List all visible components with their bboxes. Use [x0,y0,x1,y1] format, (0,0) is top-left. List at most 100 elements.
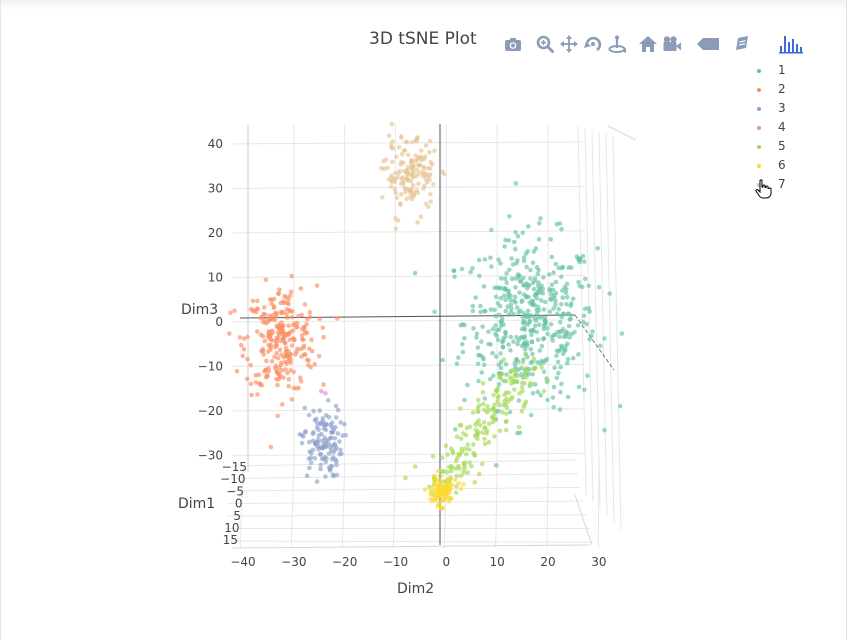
legend-marker-5 [757,145,761,149]
point-series-1-133 [538,298,544,303]
tick-label-dim2-4: 0 [443,555,451,569]
point-series-2-236 [294,324,300,330]
point-series-4-1 [319,389,324,394]
plotly-logo-icon[interactable] [778,34,804,54]
point-series-7-140 [421,164,426,170]
point-series-7-91 [394,195,400,200]
point-series-6-24 [461,482,466,487]
point-series-1-400 [496,382,502,387]
point-series-1-388 [529,339,535,344]
point-series-1-317 [489,264,494,269]
legend-item-3[interactable]: 3 [752,100,812,118]
point-series-1-380 [520,230,525,236]
point-series-2-189 [307,346,312,352]
point-series-1-101 [530,260,536,266]
legend-item-2[interactable]: 2 [752,81,812,99]
point-series-1-95 [508,334,514,340]
point-series-1-353 [553,302,558,308]
tick-label-dim2-7: 30 [591,555,606,569]
camera-default-icon[interactable] [662,34,682,54]
legend-marker-2 [757,88,761,92]
point-series-1-405 [530,351,535,357]
point-series-3-107 [312,456,318,461]
point-series-3-76 [342,421,347,427]
tick-label-dim2-5: 10 [490,555,505,569]
point-series-2-136 [312,362,318,367]
point-series-2-157 [276,322,282,328]
point-series-1-417 [502,244,507,249]
point-series-1-7 [488,307,494,312]
tick-label-dim3-1: 30 [208,181,223,195]
point-series-2-198 [269,359,275,364]
point-series-1-258 [504,271,509,276]
legend-item-6[interactable]: 6 [752,157,812,175]
point-series-1-127 [553,279,559,285]
point-series-1-187 [554,311,560,317]
home-icon[interactable] [638,34,658,54]
point-series-1-318 [503,297,508,303]
point-series-1-430 [503,286,509,292]
turntable-rotation-icon[interactable] [607,34,627,54]
point-series-7-121 [381,159,386,164]
point-series-1-74 [554,375,560,381]
window-right-border [846,0,847,640]
point-series-5-138 [459,446,465,452]
point-series-5-52 [458,406,463,411]
point-series-1-323 [549,282,555,288]
spike-lines-icon[interactable] [696,34,720,54]
point-series-5-142 [523,351,528,357]
zero-line-dim1 [574,314,615,371]
point-series-5-183 [522,401,527,407]
point-series-5-125 [504,378,509,384]
point-series-2-224 [302,331,308,336]
legend-marker-6 [757,164,761,168]
point-series-2-149 [262,338,268,344]
point-series-5-158 [522,381,527,386]
point-series-6-88 [428,496,433,502]
point-series-1-326 [523,251,529,256]
point-series-7-106 [414,187,420,193]
zoom-icon[interactable] [535,34,555,54]
point-series-1-457 [528,346,534,352]
point-series-5-111 [453,490,459,496]
point-series-2-175 [248,362,253,368]
point-series-1-6 [492,307,497,313]
point-series-6-75 [435,495,441,501]
legend-item-4[interactable]: 4 [752,119,812,137]
point-series-1-376 [522,327,528,333]
point-series-1-352 [532,323,538,329]
point-series-2-209 [257,381,263,386]
point-series-1-219 [460,349,466,355]
point-series-1-453 [560,312,566,317]
hover-data-icon[interactable] [733,34,753,54]
orbit-rotation-icon[interactable] [583,34,603,54]
floor-line-0 [239,465,244,549]
pan-icon[interactable] [559,34,579,54]
point-series-1-368 [515,341,520,347]
point-series-5-78 [530,381,535,387]
point-series-3-105 [303,429,308,434]
point-series-3-45 [311,408,316,414]
point-series-6-64 [458,486,464,492]
point-series-5-133 [517,391,522,396]
point-series-2-205 [287,337,293,343]
point-series-7-13 [428,199,433,204]
camera-icon[interactable] [503,34,523,54]
point-series-5-80 [476,471,482,477]
point-series-2-232 [240,353,245,359]
point-series-1-416 [535,271,541,277]
point-series-3-33 [317,452,323,457]
point-series-5-186 [471,442,476,447]
point-series-6-86 [435,503,440,509]
legend-item-5[interactable]: 5 [752,138,812,156]
legend-item-1[interactable]: 1 [752,62,812,80]
legend-item-7[interactable]: 7 [752,176,812,194]
point-series-1-396 [551,293,557,298]
point-series-1-360 [565,341,570,347]
point-series-5-15 [463,446,468,452]
point-series-3-71 [302,405,308,411]
point-series-1-358 [538,315,544,320]
point-series-1-447 [539,343,545,349]
point-series-1-125 [561,351,566,357]
